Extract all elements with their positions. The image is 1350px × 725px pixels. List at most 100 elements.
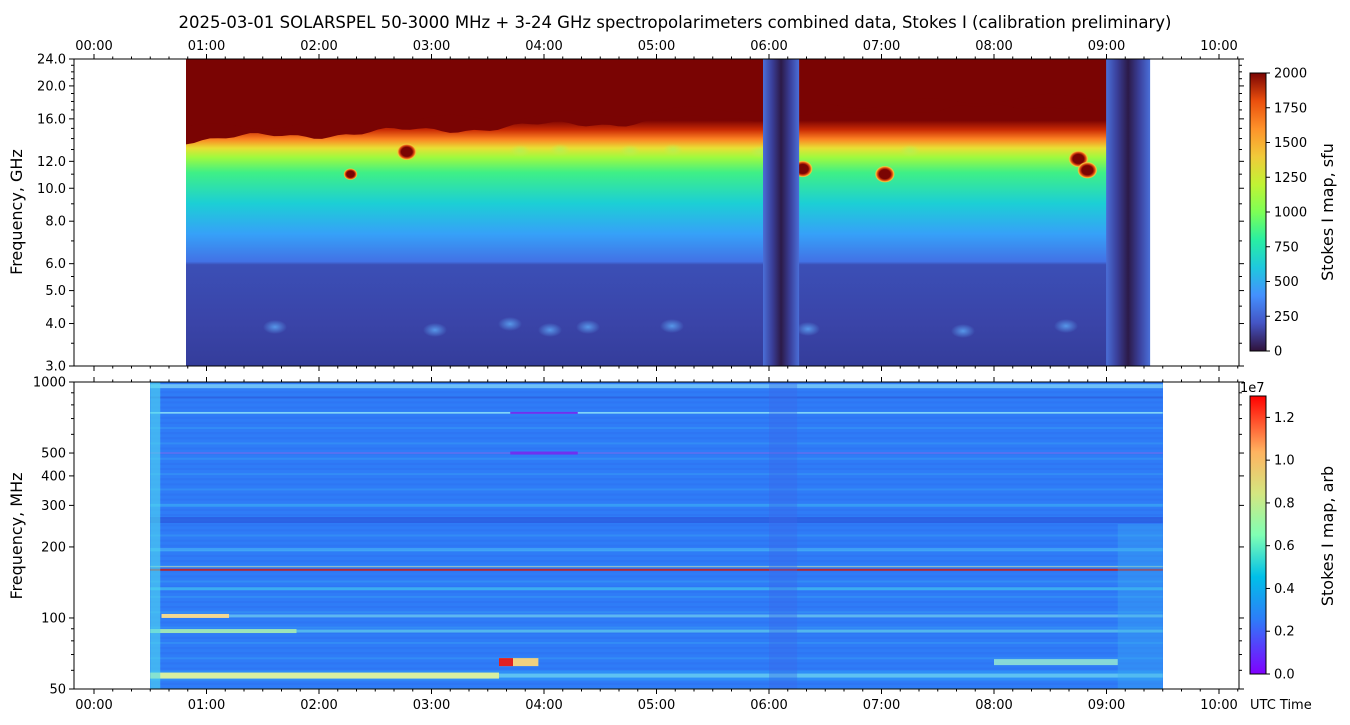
time-tick-label: 04:00	[525, 698, 562, 713]
colorbar-tick-label: 0.4	[1274, 582, 1295, 597]
upper-colorbar-label: Stokes I map, sfu	[1318, 143, 1337, 281]
background-stripe	[150, 478, 1163, 481]
background-stripe	[150, 647, 1163, 650]
time-tick-label: 07:00	[863, 698, 900, 713]
background-stripe	[150, 570, 1163, 573]
time-tick-label: 10:00	[1200, 698, 1237, 713]
colorbar-tick-label: 0.6	[1274, 539, 1295, 554]
time-tick-label: 10:00	[1200, 39, 1237, 54]
background-stripe	[150, 621, 1163, 624]
background-stripe	[150, 467, 1163, 470]
colorbar-tick-label: 1750	[1274, 101, 1307, 116]
rfi-line-160mhz	[150, 568, 1163, 571]
background-stripe	[150, 514, 1163, 517]
background-stripe	[150, 652, 1163, 655]
colorbar-tick-label: 0	[1274, 345, 1282, 360]
line-740mhz	[150, 412, 1163, 414]
time-tick-label: 05:00	[638, 39, 675, 54]
upper-frequency-ticks: 3.0 4.0 5.0 6.0 8.0 10.0 12.0 16.0 20.0 24.0	[37, 53, 1244, 375]
colorbar-tick-label: 0.2	[1274, 625, 1295, 640]
minor-enhancement	[620, 145, 640, 157]
background-stripe	[150, 606, 1163, 609]
lower-colorbar-ticks: 0.0 0.2 0.4 0.6 0.8 1.0 1.2	[1266, 411, 1295, 683]
rfi-line-165mhz	[150, 566, 1163, 568]
lower-data-gap	[769, 382, 798, 689]
lower-colorbar-exponent: 1e7	[1240, 381, 1265, 396]
low-frequency-enhancement	[951, 324, 975, 338]
lower-spectrogram	[150, 382, 1163, 689]
time-tick-label: 01:00	[188, 698, 225, 713]
background-stripe	[150, 641, 1163, 644]
background-stripe	[150, 462, 1163, 465]
lower-time-ticks: 00:00 01:00 02:00 03:00 04:00 05:00 06:00 07:00…	[75, 377, 1239, 713]
background-stripe	[150, 488, 1163, 491]
frequency-tick-label: 5.0	[45, 284, 66, 299]
band-102mhz	[229, 614, 1163, 618]
background-stripe	[150, 590, 1163, 593]
background-stripe	[150, 442, 1163, 445]
background-stripe	[150, 636, 1163, 639]
background-stripe	[150, 580, 1163, 583]
background-stripe	[150, 421, 1163, 424]
time-tick-label: 09:00	[1088, 698, 1125, 713]
lower-colorbar	[1249, 395, 1267, 675]
background-stripe	[150, 498, 1163, 501]
frequency-tick-label: 6.0	[45, 257, 66, 272]
lower-frequency-ticks: 50 100 200 300 400 500 1000	[33, 376, 1244, 698]
band-500mhz	[150, 452, 1163, 455]
upper-colorbar	[1249, 72, 1267, 352]
time-tick-label: 08:00	[975, 698, 1012, 713]
dark-band-260mhz	[150, 517, 1163, 524]
chart-title: 2025-03-01 SOLARSPEL 50-3000 MHz + 3-24 …	[178, 13, 1171, 32]
background-stripe	[150, 401, 1163, 404]
colorbar-tick-label: 1500	[1274, 136, 1307, 151]
frequency-tick-label: 300	[41, 499, 66, 514]
background-stripe	[150, 432, 1163, 435]
frequency-tick-label: 8.0	[45, 215, 66, 230]
colorbar-tick-label: 1000	[1274, 206, 1307, 221]
background-stripe	[150, 575, 1163, 578]
time-tick-label: 04:00	[525, 39, 562, 54]
data-gap	[1106, 59, 1151, 366]
low-frequency-enhancement	[576, 320, 600, 334]
band-133mhz	[150, 587, 1163, 591]
time-tick-label: 00:00	[75, 39, 112, 54]
background-stripe	[150, 524, 1163, 527]
minor-enhancement	[900, 145, 920, 157]
frequency-tick-label: 16.0	[37, 112, 66, 127]
time-tick-label: 03:00	[413, 39, 450, 54]
background-stripe	[150, 662, 1163, 665]
background-stripe	[150, 493, 1163, 496]
radio-burst	[343, 168, 358, 181]
colorbar-tick-label: 1250	[1274, 171, 1307, 186]
background-stripe	[150, 601, 1163, 604]
colorbar-tick-label: 750	[1274, 240, 1299, 255]
lower-background-field	[150, 382, 1163, 689]
upper-gaps	[763, 59, 1151, 366]
frequency-tick-label: 24.0	[37, 53, 66, 68]
band-88mhz	[296, 629, 1163, 633]
background-stripe	[150, 483, 1163, 486]
background-stripe	[150, 457, 1163, 460]
frequency-tick-label: 3.0	[45, 360, 66, 375]
time-tick-label: 07:00	[863, 39, 900, 54]
frequency-tick-label: 12.0	[37, 155, 66, 170]
lower-y-axis-label: Frequency, MHz	[7, 472, 26, 599]
background-stripe	[150, 437, 1163, 440]
dark-feature-740mhz	[510, 411, 578, 414]
background-stripe	[150, 391, 1163, 394]
radio-burst	[874, 165, 895, 183]
background-stripe	[150, 544, 1163, 547]
frequency-tick-label: 400	[41, 469, 66, 484]
time-tick-label: 01:00	[188, 39, 225, 54]
start-edge-strip	[150, 382, 161, 689]
background-stripe	[150, 554, 1163, 557]
time-tick-label: 06:00	[750, 39, 787, 54]
background-stripe	[150, 427, 1163, 430]
minor-enhancement	[550, 144, 570, 156]
lower-colorbar-label: Stokes I map, arb	[1318, 466, 1337, 606]
background-stripe	[150, 406, 1163, 409]
low-frequency-enhancement	[538, 323, 562, 337]
background-stripe	[150, 682, 1163, 685]
frequency-tick-label: 50	[49, 683, 66, 698]
